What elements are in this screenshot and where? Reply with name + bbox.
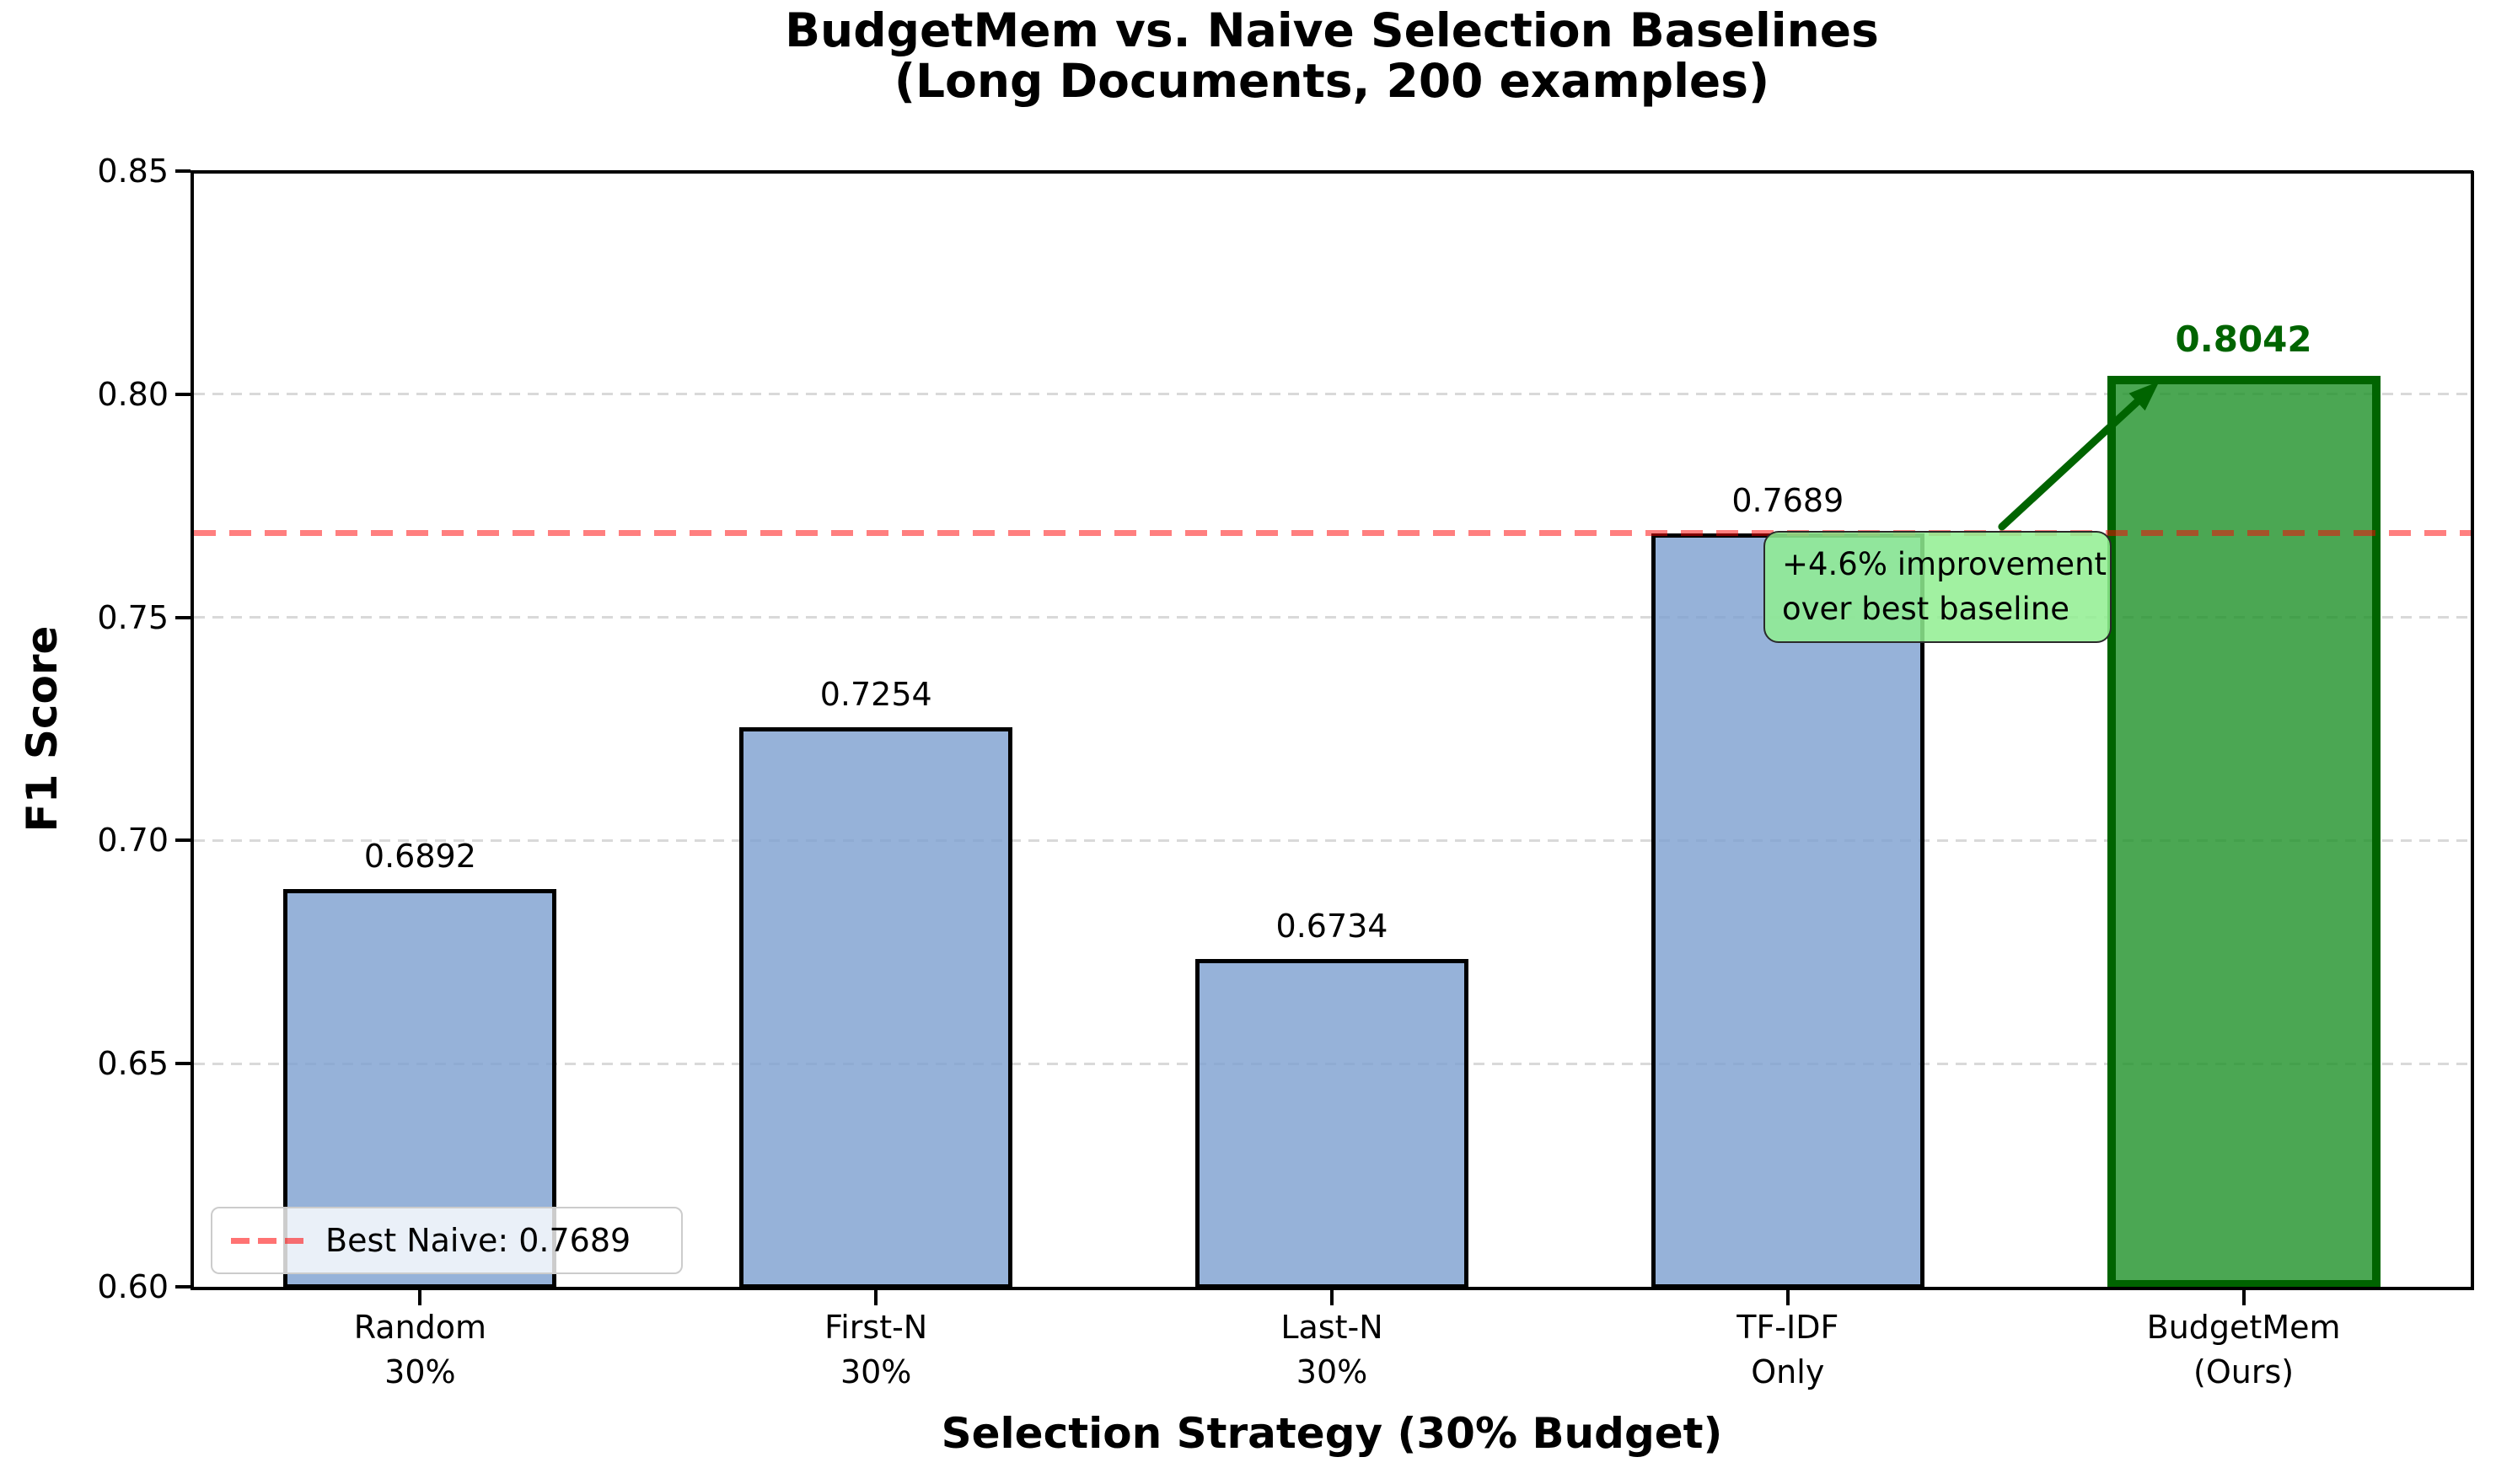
y-tick-label-0.85: 0.85 (97, 153, 169, 190)
x-tick-label-line2: Only (1751, 1353, 1825, 1390)
bar-budgetmem-ours (2107, 375, 2381, 1288)
bar-last-n-30 (1195, 959, 1468, 1288)
y-tick-label-0.75: 0.75 (97, 598, 169, 636)
gridline-0.75 (194, 616, 2472, 619)
chart-title-line1: BudgetMem vs. Naive Selection Baselines (785, 3, 1879, 57)
x-tick-mark-tf-idf-only (1785, 1290, 1790, 1305)
x-tick-label-line2: 30% (840, 1353, 912, 1390)
x-tick-label-line2: (Ours) (2193, 1353, 2295, 1390)
plot-spine-left (191, 171, 194, 1290)
x-tick-label-random-30: Random 30% (192, 1305, 647, 1395)
y-tick-mark-0.75 (175, 615, 191, 619)
y-tick-mark-0.85 (175, 169, 191, 173)
plot-spine-bottom (191, 1287, 2473, 1290)
plot-spine-right (2471, 171, 2474, 1290)
x-tick-label-tf-idf-only: TF-IDF Only (1560, 1305, 2016, 1395)
bar-tf-idf-only (1651, 533, 1924, 1288)
y-tick-mark-0.65 (175, 1062, 191, 1066)
x-tick-label-line1: Random (353, 1309, 487, 1346)
x-tick-label-line2: 30% (1296, 1353, 1368, 1390)
x-tick-label-line1: Last-N (1280, 1309, 1383, 1346)
x-tick-label-first-n-30: First-N 30% (648, 1305, 1103, 1395)
x-tick-label-line1: BudgetMem (2146, 1309, 2341, 1346)
gridline-0.70 (194, 838, 2472, 842)
y-tick-label-0.60: 0.60 (97, 1268, 169, 1305)
y-tick-label-0.70: 0.70 (97, 822, 169, 860)
gridline-0.80 (194, 393, 2472, 396)
best-naive-reference-line (194, 530, 2472, 536)
x-tick-label-line1: TF-IDF (1736, 1309, 1839, 1346)
plot-spine-top (191, 170, 2473, 174)
y-axis-label: F1 Score (18, 625, 67, 833)
x-tick-label-last-n-30: Last-N 30% (1104, 1305, 1559, 1395)
bar-value-label-last-n-30: 0.6734 (1275, 908, 1388, 946)
improvement-annotation: +4.6% improvement over best baseline (1763, 531, 2112, 643)
annotation-line2: over best baseline (1782, 591, 2070, 627)
legend-label: Best Naive: 0.7689 (325, 1222, 631, 1259)
y-tick-mark-0.60 (175, 1285, 191, 1288)
y-tick-mark-0.70 (175, 838, 191, 843)
y-tick-mark-0.80 (175, 392, 191, 396)
bar-value-label-first-n-30: 0.7254 (819, 675, 932, 713)
bar-first-n-30 (739, 726, 1013, 1288)
x-tick-label-line2: 30% (384, 1353, 456, 1390)
legend-dashed-line-swatch (231, 1237, 305, 1244)
x-tick-mark-first-n-30 (874, 1290, 878, 1305)
chart-title: BudgetMem vs. Naive Selection Baselines … (192, 5, 2472, 106)
bar-value-label-tf-idf-only: 0.7689 (1731, 481, 1844, 519)
annotation-line1: +4.6% improvement (1782, 546, 2107, 582)
bar-value-label-random-30: 0.6892 (363, 837, 476, 875)
x-axis-label: Selection Strategy (30% Budget) (941, 1409, 1723, 1458)
y-tick-label-0.65: 0.65 (97, 1045, 169, 1083)
x-tick-mark-random-30 (418, 1290, 422, 1305)
chart-title-line2: (Long Documents, 200 examples) (894, 54, 1770, 108)
x-tick-mark-last-n-30 (1330, 1290, 1334, 1305)
x-tick-label-line1: First-N (824, 1309, 928, 1346)
y-tick-label-0.80: 0.80 (97, 375, 169, 413)
legend: Best Naive: 0.7689 (211, 1207, 683, 1274)
x-tick-mark-budgetmem-ours (2241, 1290, 2246, 1305)
bar-value-label-budgetmem-ours: 0.8042 (2175, 318, 2312, 360)
x-tick-label-budgetmem-ours: BudgetMem (Ours) (2016, 1305, 2472, 1395)
